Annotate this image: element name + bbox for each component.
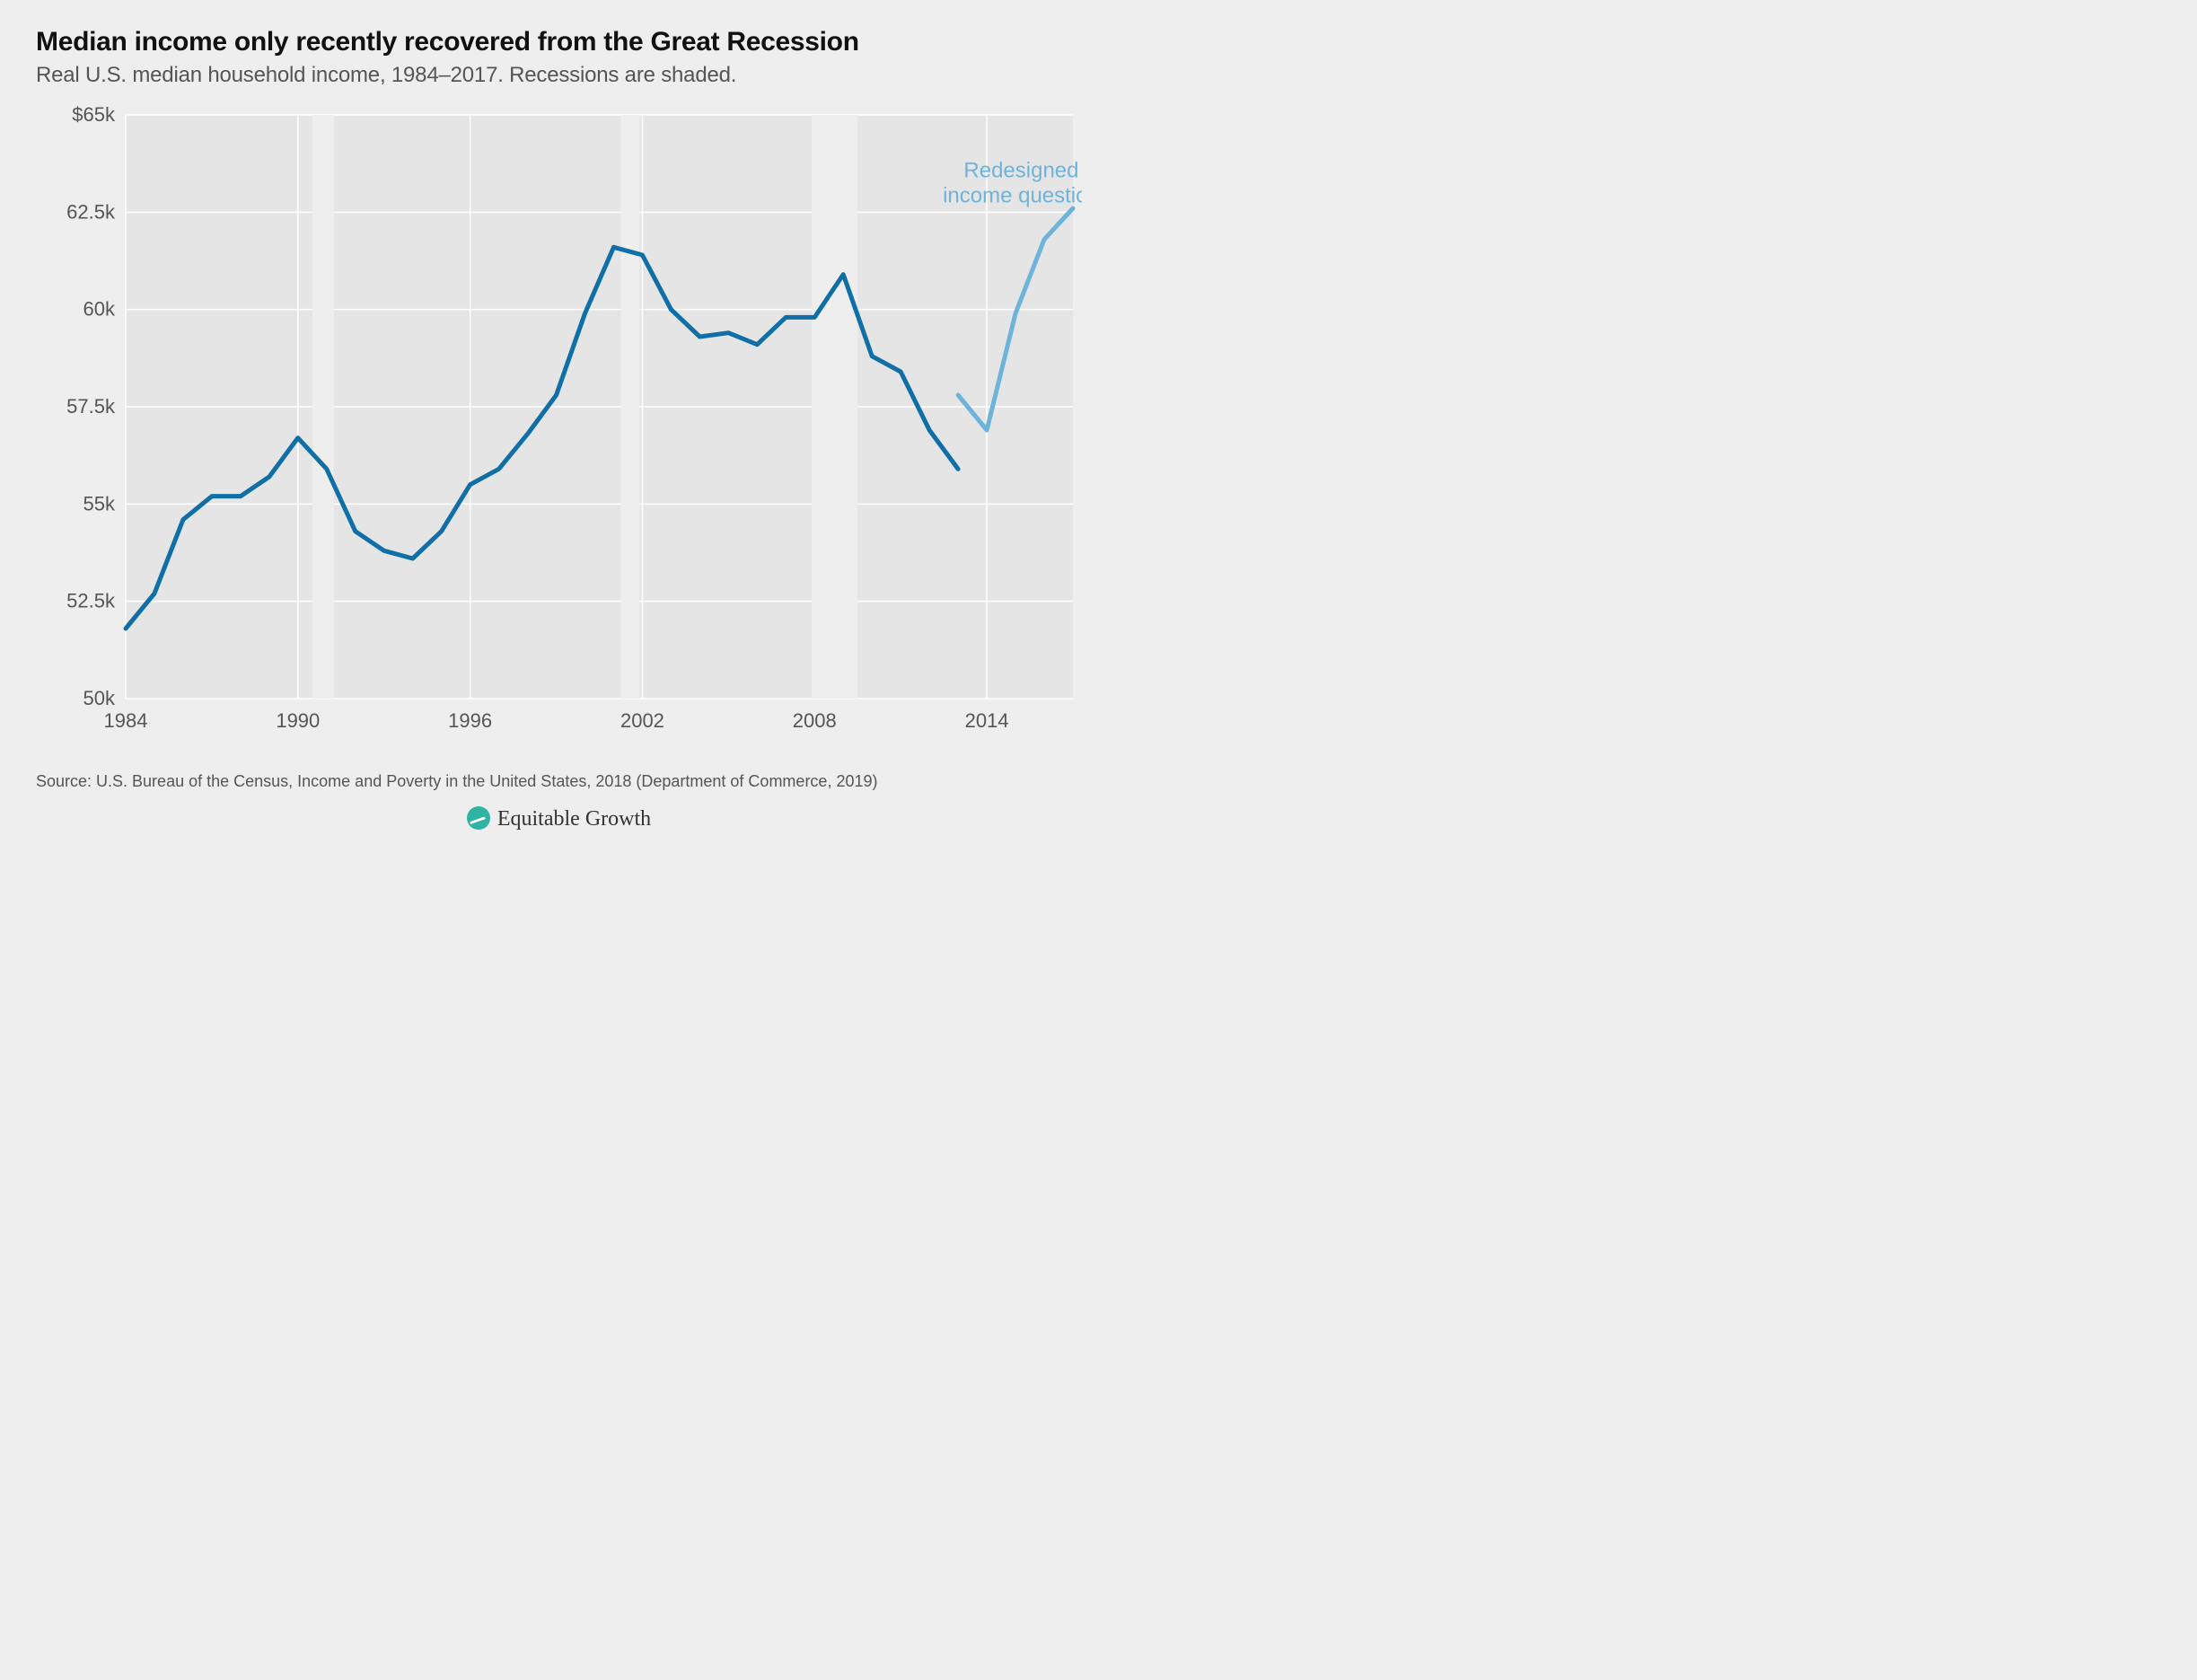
svg-text:Redesigned: Redesigned [963,158,1078,182]
chart-source: Source: U.S. Bureau of the Census, Incom… [36,772,1082,791]
brand-footer: Equitable Growth [36,807,1082,831]
svg-text:2002: 2002 [620,709,664,732]
svg-text:income question: income question [943,183,1082,207]
svg-text:62.5k: 62.5k [66,200,116,223]
chart-svg: 50k 52.5k 55k 57.5k 60k 62.5k $65k 1984 1990 1996… [36,106,1082,752]
svg-text:$65k: $65k [72,106,116,126]
svg-text:1996: 1996 [448,709,492,732]
svg-text:55k: 55k [83,492,116,515]
svg-text:1984: 1984 [104,709,148,732]
svg-text:50k: 50k [83,687,116,709]
brand-name: Equitable Growth [497,807,651,831]
svg-text:2014: 2014 [965,709,1009,732]
svg-text:57.5k: 57.5k [66,395,116,418]
brand-logo-icon [467,806,490,830]
chart-container: Median income only recently recovered fr… [0,0,1118,864]
svg-text:2008: 2008 [793,709,837,732]
chart-plot: 50k 52.5k 55k 57.5k 60k 62.5k $65k 1984 1990 1996… [36,106,1082,752]
chart-subtitle: Real U.S. median household income, 1984–… [36,63,1082,88]
svg-text:1990: 1990 [276,709,320,732]
svg-text:60k: 60k [83,298,116,321]
chart-title: Median income only recently recovered fr… [36,27,1082,57]
svg-text:52.5k: 52.5k [66,590,116,612]
